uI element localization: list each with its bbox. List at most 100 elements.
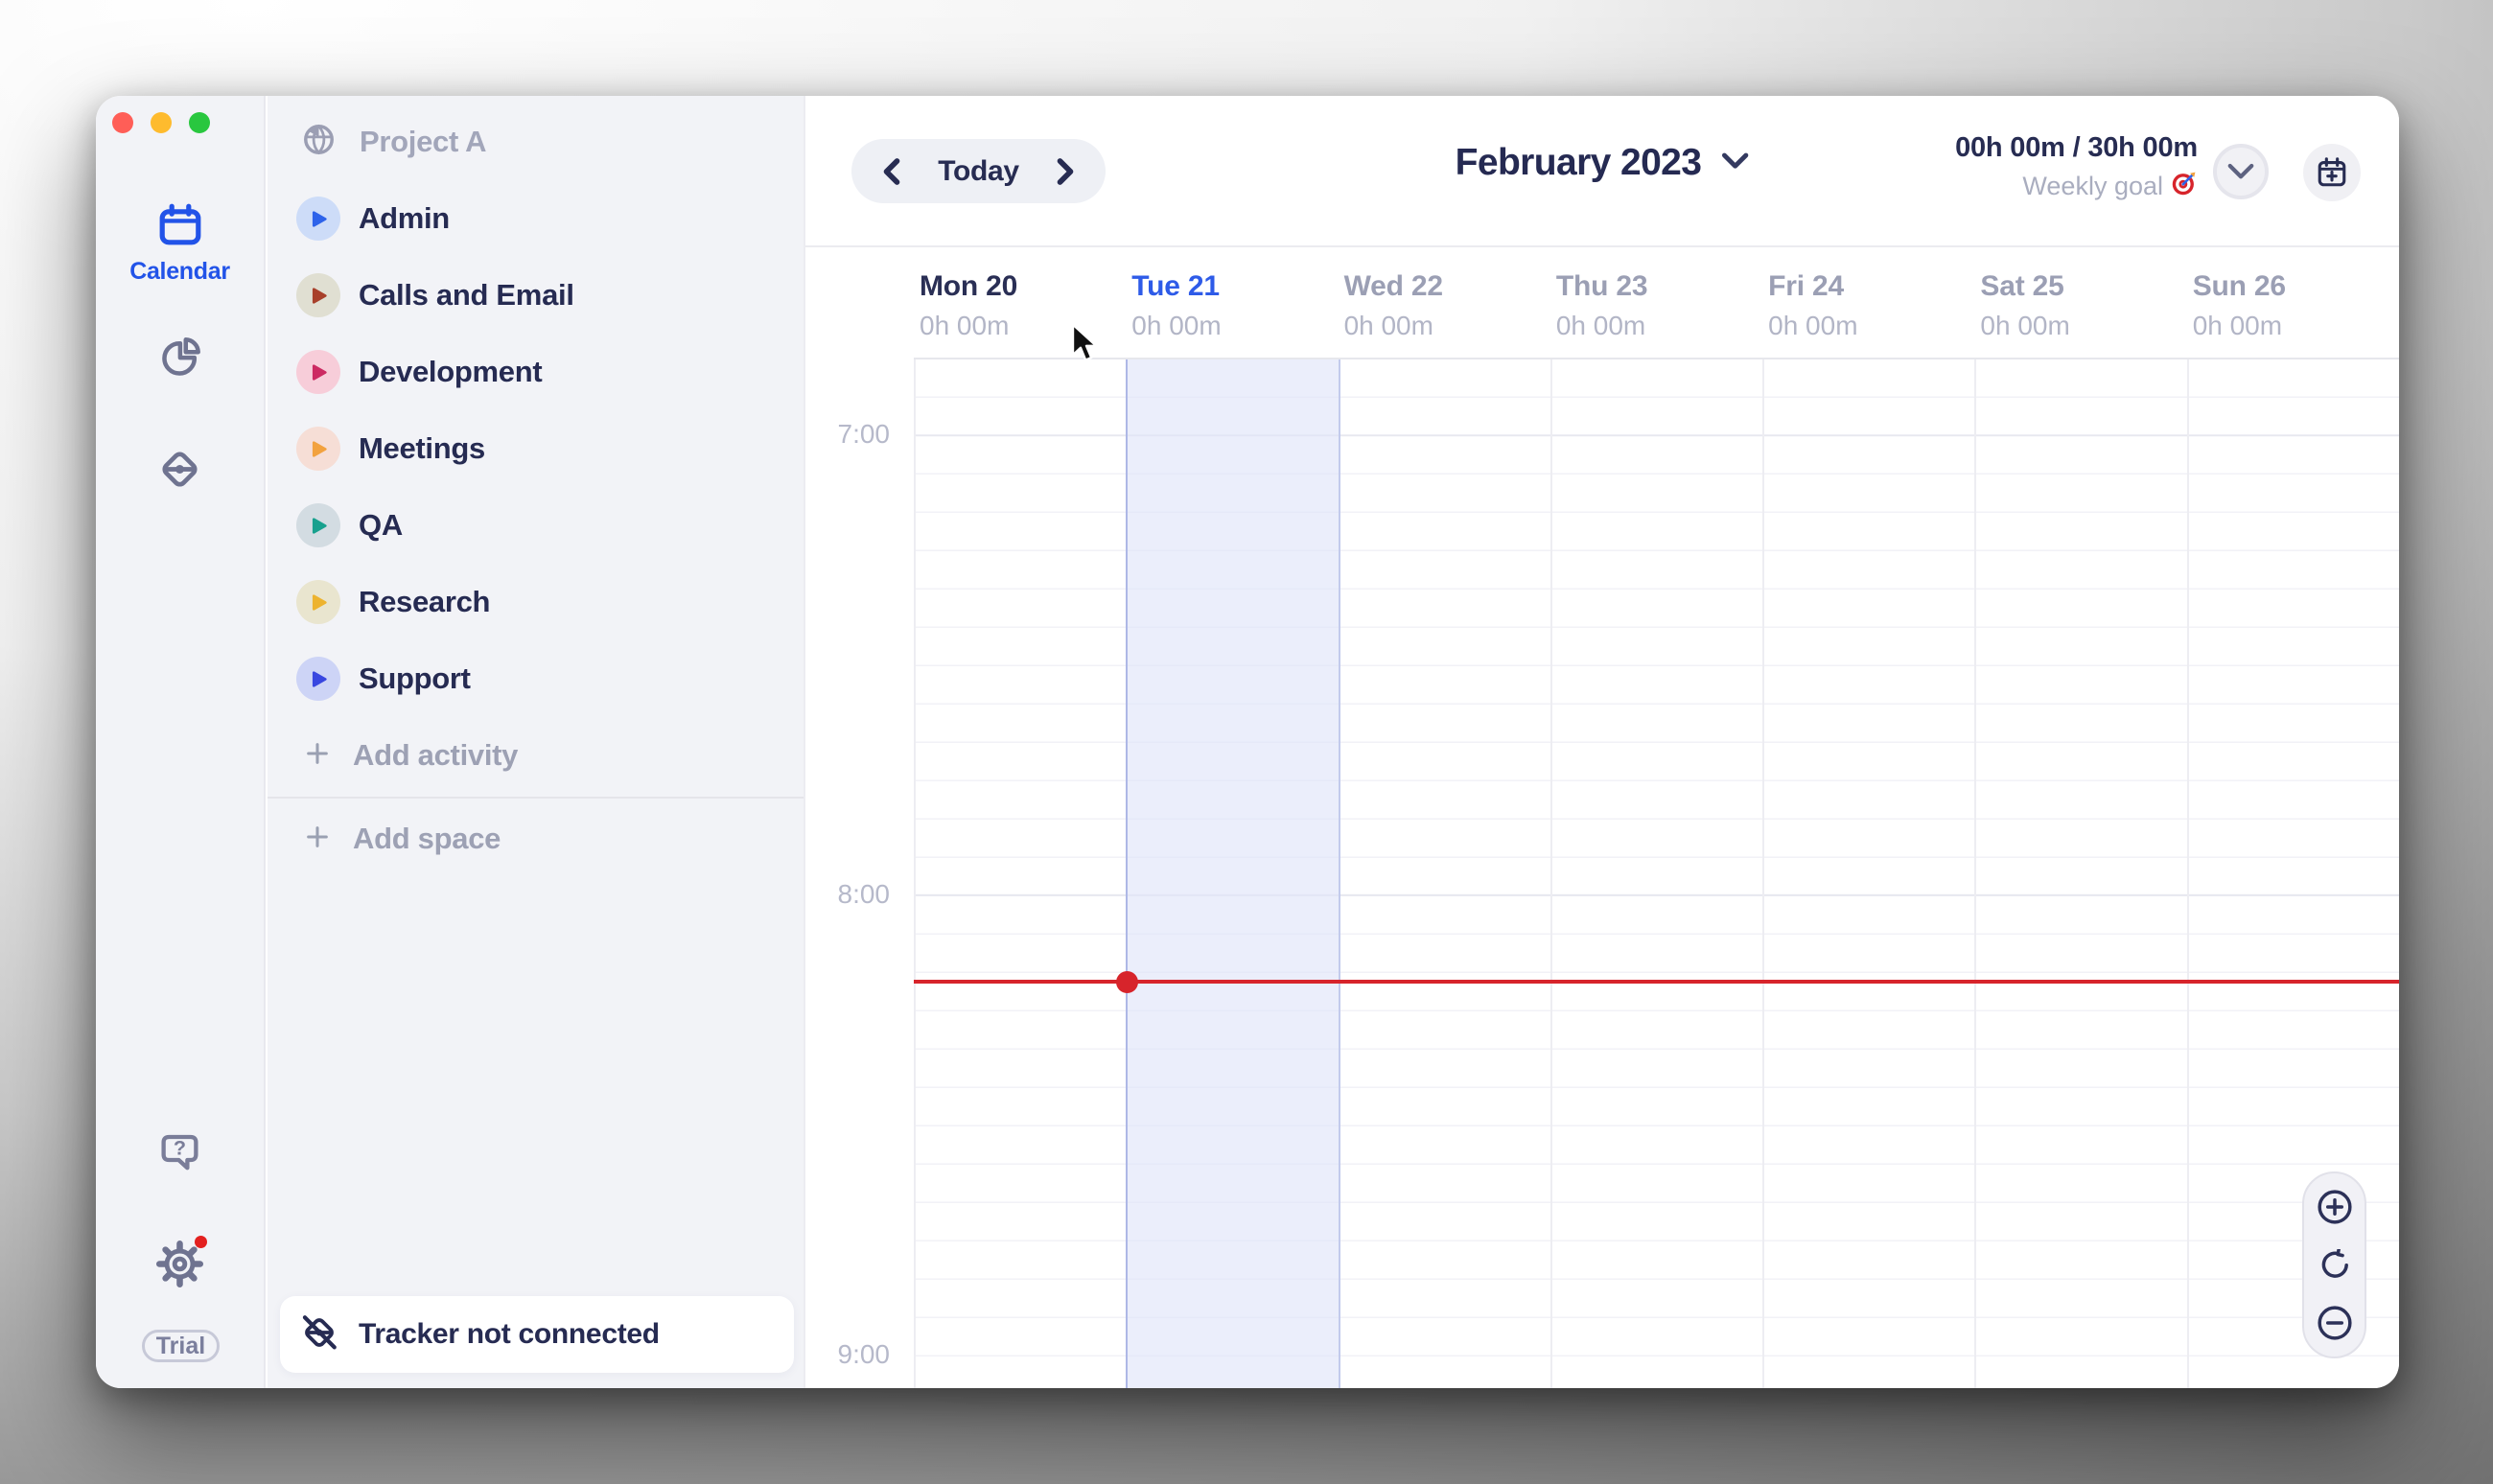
day-total: 0h 00m [1131,311,1222,340]
activity-row-support[interactable]: Support [268,640,804,717]
activity-row-meetings[interactable]: Meetings [268,410,804,487]
previous-week-button[interactable] [874,154,909,189]
nav-settings[interactable] [96,1236,264,1292]
day-total: 0h 00m [920,311,1010,340]
tracker-status-banner[interactable]: Tracker not connected [280,1296,794,1373]
chevron-down-icon [1720,151,1749,175]
day-header-wed-22[interactable]: Wed 22 0h 00m [1339,249,1550,358]
undo-icon [2321,1248,2348,1278]
play-icon[interactable] [296,580,340,624]
trial-badge[interactable]: Trial [142,1330,220,1362]
tracker-disconnected-icon [299,1312,339,1357]
day-column-mon-20[interactable] [914,359,1126,1388]
day-header-sun-26[interactable]: Sun 26 0h 00m [2187,249,2399,358]
chevron-down-icon [2227,163,2254,179]
tracker-status-text: Tracker not connected [359,1318,660,1350]
activity-label: Development [359,355,543,388]
time-label-9: 9:00 [837,1339,891,1369]
today-navigator: Today [851,139,1106,203]
activity-label: Research [359,585,491,618]
today-button[interactable]: Today [938,154,1019,187]
current-time-line [914,980,2399,984]
day-column-wed-22[interactable] [1338,359,1550,1388]
period-selector[interactable]: February 2023 [1456,142,1750,184]
day-column-thu-23[interactable] [1549,359,1762,1388]
calendar-icon [157,203,203,252]
zoom-in-button[interactable] [2314,1186,2356,1228]
activity-row-admin[interactable]: Admin [268,180,804,257]
play-icon[interactable] [296,197,340,241]
pie-chart-icon [157,336,202,385]
sidebar-divider [268,797,804,799]
nav-rail: Calendar ? [96,96,266,1388]
activities-sidebar: Project A Admin Calls and Email Developm… [268,96,805,1388]
day-label: Thu 23 [1555,270,1648,302]
activity-row-development[interactable]: Development [268,334,804,410]
day-label: Mon 20 [920,270,1018,302]
day-label: Tue 21 [1131,270,1220,302]
calendar-plus-icon [2318,157,2346,187]
add-activity-label: Add activity [353,738,519,772]
trial-label: Trial [155,1332,206,1359]
plus-circle-icon [2317,1190,2352,1224]
add-activity-button[interactable]: Add activity [268,717,804,794]
add-space-label: Add space [353,822,501,855]
play-icon[interactable] [296,427,340,471]
close-window-button[interactable] [112,112,133,133]
time-label-8: 8:00 [837,879,891,909]
day-column-tue-21[interactable] [1126,359,1339,1388]
play-icon[interactable] [296,273,340,317]
gear-icon [156,1236,207,1292]
day-header-sat-25[interactable]: Sat 25 0h 00m [1974,249,2186,358]
plus-icon [304,823,331,855]
nav-calendar-label: Calendar [129,258,230,285]
day-column-sun-26[interactable] [2186,359,2399,1388]
activity-label: Admin [359,201,450,235]
day-column-fri-24[interactable] [1762,359,1974,1388]
traffic-lights [112,112,210,133]
calendar-toolbar: Today February 2023 00h 00m / 30h 00m We… [805,96,2399,247]
minimize-window-button[interactable] [151,112,172,133]
minus-circle-icon [2317,1306,2352,1340]
play-icon[interactable] [296,350,340,394]
calendar-main: Today February 2023 00h 00m / 30h 00m We… [805,96,2399,1388]
tracker-diamond-icon [158,448,201,496]
plus-icon [304,740,331,772]
play-icon[interactable] [296,503,340,547]
svg-text:?: ? [174,1136,186,1160]
day-column-sat-25[interactable] [1974,359,2186,1388]
day-header-row: Mon 20 0h 00m Tue 21 0h 00m Wed 22 0h 00… [805,249,2399,358]
play-icon[interactable] [296,657,340,701]
day-header-fri-24[interactable]: Fri 24 0h 00m [1762,249,1974,358]
add-space-button[interactable]: Add space [268,800,804,877]
current-time-dot [1116,971,1138,993]
project-header[interactable]: Project A [268,104,804,180]
activity-label: Support [359,661,471,695]
zoom-out-button[interactable] [2314,1302,2356,1344]
weekly-goal-value: 00h 00m / 30h 00m [1955,132,2198,163]
time-gutter-spacer [805,249,914,358]
activity-row-calls-and-email[interactable]: Calls and Email [268,257,804,334]
day-total: 0h 00m [2192,311,2283,340]
activity-row-qa[interactable]: QA [268,487,804,564]
weekly-goal-summary: 00h 00m / 30h 00m Weekly goal [1955,132,2198,203]
activity-row-research[interactable]: Research [268,564,804,640]
next-week-button[interactable] [1048,154,1083,189]
reset-zoom-button[interactable] [2314,1244,2356,1287]
day-header-tue-21[interactable]: Tue 21 0h 00m [1126,249,1338,358]
nav-tracker[interactable] [96,448,264,496]
nav-help[interactable]: ? [96,1131,264,1179]
nav-calendar[interactable]: Calendar [96,203,264,286]
add-calendar-entry-button[interactable] [2303,144,2361,201]
collapse-goal-button[interactable] [2213,144,2269,199]
day-label: Fri 24 [1768,270,1844,302]
day-total: 0h 00m [1980,311,2070,340]
day-total: 0h 00m [1555,311,1646,340]
period-label: February 2023 [1455,142,1702,183]
zoom-window-button[interactable] [189,112,210,133]
nav-reports[interactable] [96,336,264,385]
day-label: Sat 25 [1980,270,2064,302]
day-header-thu-23[interactable]: Thu 23 0h 00m [1550,249,1762,358]
day-total: 0h 00m [1343,311,1433,340]
day-header-mon-20[interactable]: Mon 20 0h 00m [914,249,1126,358]
